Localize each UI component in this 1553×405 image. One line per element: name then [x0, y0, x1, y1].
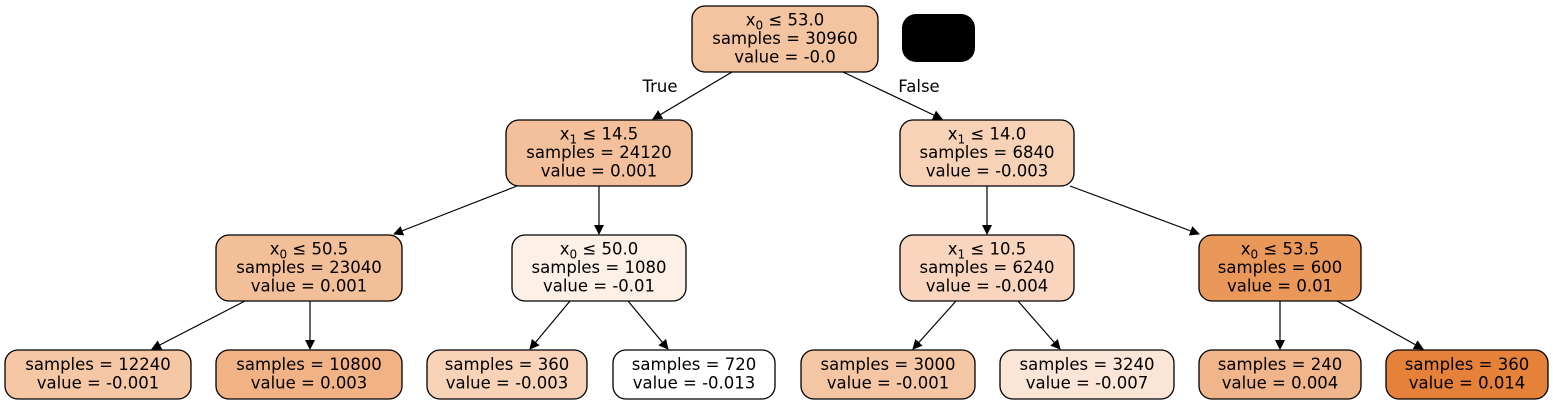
node-samples: samples = 6240: [920, 258, 1055, 277]
node-samples: samples = 12240: [25, 355, 170, 374]
tree-edge-10: [912, 300, 957, 350]
node-samples: samples = 24120: [526, 143, 671, 162]
node-value: value = -0.003: [446, 374, 569, 393]
node-samples: samples = 360: [445, 355, 569, 374]
node-value: value = -0.001: [827, 374, 950, 393]
node-condition: x0 ≤ 53.0: [746, 10, 824, 32]
node-box: [1198, 349, 1362, 400]
node-box: [899, 234, 1075, 302]
node-condition: x1 ≤ 10.5: [948, 239, 1026, 261]
tree-edge-9: [627, 300, 669, 350]
node-samples: samples = 3240: [1020, 355, 1155, 374]
tree-edge-0: [652, 71, 733, 120]
node-samples: samples = 720: [632, 355, 756, 374]
node-value: value = 0.004: [1222, 374, 1339, 393]
node-value: value = -0.001: [37, 374, 160, 393]
node-samples: samples = 6840: [920, 143, 1055, 162]
node-box: [1198, 234, 1362, 302]
node-box: [999, 349, 1175, 400]
tree-edge-5: [1069, 185, 1200, 236]
node-value: value = 0.001: [541, 161, 658, 180]
true-edge-label: True: [641, 77, 677, 96]
node-box: [505, 119, 693, 187]
tree-edge-1: [842, 71, 943, 120]
tree-edges: [151, 71, 1424, 350]
node-samples: samples = 360: [1405, 355, 1529, 374]
node-value: value = 0.014: [1409, 374, 1526, 393]
node-value: value = -0.01: [543, 276, 655, 295]
node-samples: samples = 240: [1218, 355, 1342, 374]
node-box: [612, 349, 776, 400]
node-condition: x0 ≤ 53.5: [1241, 239, 1319, 261]
node-box: [1385, 349, 1549, 400]
node-condition: x1 ≤ 14.0: [948, 124, 1026, 146]
node-value: value = -0.003: [926, 161, 1049, 180]
node-box: [800, 349, 976, 400]
node-samples: samples = 3000: [821, 355, 956, 374]
node-samples: samples = 1080: [532, 258, 667, 277]
node-samples: samples = 10800: [236, 355, 381, 374]
node-box: [4, 349, 192, 400]
node-condition: x1 ≤ 14.5: [560, 124, 638, 146]
tree-edge-6: [151, 300, 246, 350]
node-box: [215, 349, 403, 400]
tree-edge-8: [529, 300, 571, 350]
tree-edge-2: [393, 185, 518, 236]
node-value: value = -0.0: [734, 47, 836, 66]
tree-edge-11: [1017, 300, 1061, 350]
node-value: value = -0.004: [926, 276, 1049, 295]
node-box: [426, 349, 588, 400]
node-box: [215, 234, 403, 302]
redacted-box: [902, 14, 975, 62]
node-condition: x0 ≤ 50.5: [270, 239, 348, 261]
node-condition: x0 ≤ 50.0: [560, 239, 638, 261]
node-box: [511, 234, 687, 302]
node-value: value = 0.001: [251, 276, 368, 295]
node-value: value = 0.003: [251, 374, 368, 393]
node-box: [691, 5, 879, 73]
node-samples: samples = 30960: [712, 29, 857, 48]
node-value: value = -0.013: [633, 374, 756, 393]
node-value: value = 0.01: [1227, 276, 1333, 295]
node-box: [899, 119, 1075, 187]
node-value: value = -0.007: [1026, 374, 1149, 393]
node-samples: samples = 23040: [236, 258, 381, 277]
node-samples: samples = 600: [1218, 258, 1342, 277]
tree-edge-13: [1336, 300, 1424, 350]
false-edge-label: False: [898, 77, 939, 96]
